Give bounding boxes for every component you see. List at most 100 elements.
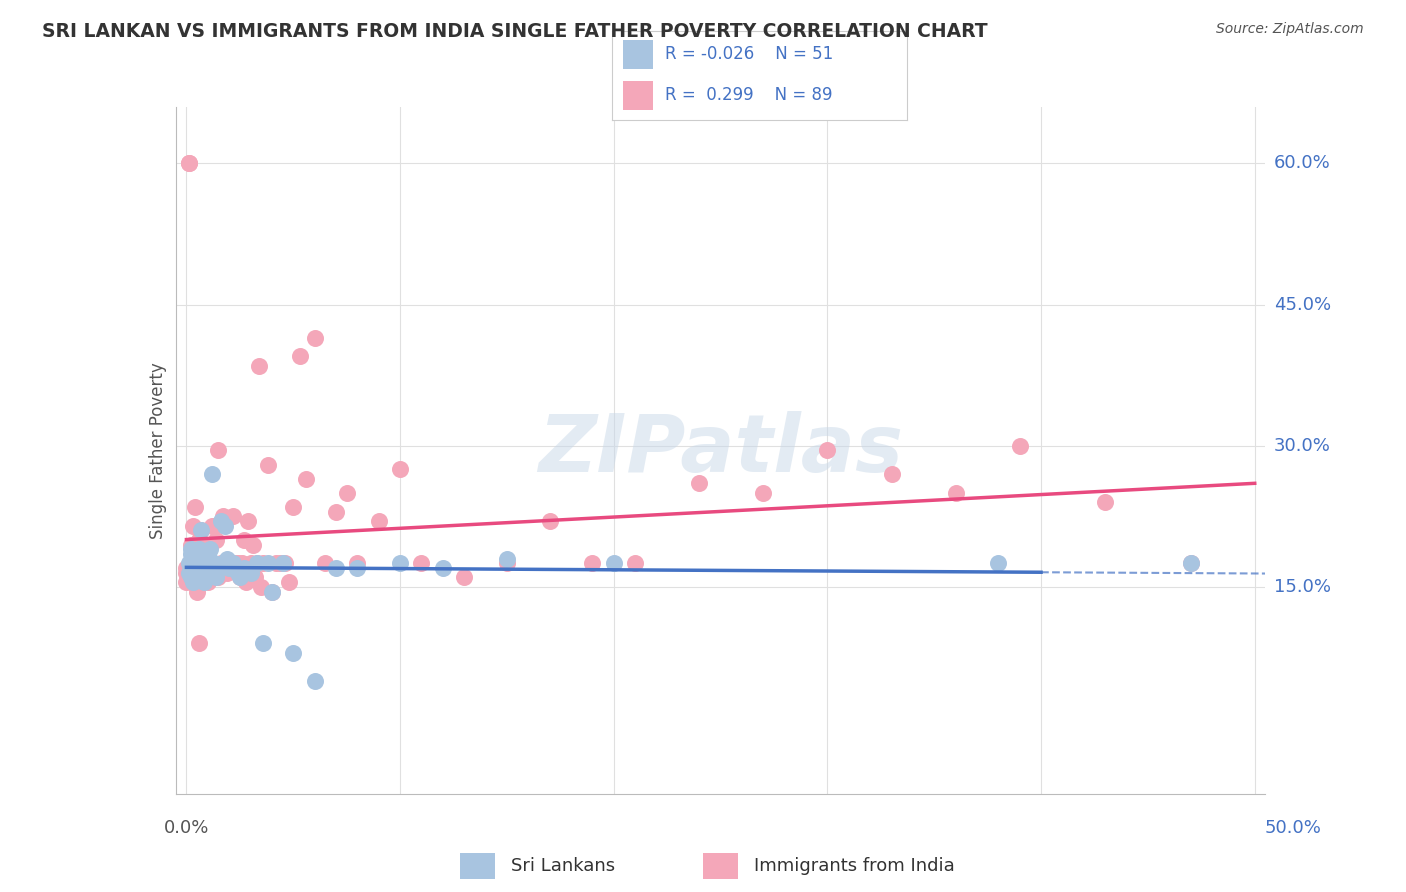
Bar <box>623 81 652 110</box>
Point <box>193 537 215 551</box>
Point <box>197 575 219 590</box>
Point <box>186 547 208 561</box>
Point <box>411 557 433 571</box>
Point <box>205 570 228 584</box>
Point <box>207 561 229 575</box>
Text: 30.0%: 30.0% <box>1274 437 1330 455</box>
Point <box>211 557 233 571</box>
Point <box>190 557 212 571</box>
Point <box>184 500 207 514</box>
Bar <box>703 854 738 879</box>
Point <box>226 557 249 571</box>
Point <box>180 570 202 584</box>
Point <box>389 462 412 476</box>
Point <box>177 156 200 170</box>
Text: Sri Lankans: Sri Lankans <box>510 857 614 875</box>
Point <box>325 561 347 575</box>
Text: R =  0.299    N = 89: R = 0.299 N = 89 <box>665 87 832 104</box>
Point <box>209 514 232 528</box>
Point <box>229 570 252 584</box>
Point <box>180 547 202 561</box>
Text: 0.0%: 0.0% <box>163 819 209 837</box>
Point <box>184 566 207 580</box>
Point <box>176 561 198 575</box>
Point <box>238 514 260 528</box>
Text: 15.0%: 15.0% <box>1274 578 1330 596</box>
Point <box>181 518 204 533</box>
Point <box>229 570 252 584</box>
Point <box>233 561 256 575</box>
Point <box>215 551 238 566</box>
Point <box>201 518 224 533</box>
Point <box>190 566 212 580</box>
Point <box>1094 495 1116 509</box>
Point <box>188 557 211 571</box>
Point <box>181 561 204 575</box>
Point <box>264 557 287 571</box>
Point <box>198 566 221 580</box>
Point <box>325 505 347 519</box>
Text: 50.0%: 50.0% <box>1265 819 1322 837</box>
Point <box>180 537 202 551</box>
Point <box>432 561 454 575</box>
Point <box>752 485 775 500</box>
Point <box>367 514 389 528</box>
Point <box>252 557 274 571</box>
Point <box>246 557 269 571</box>
Point <box>177 566 200 580</box>
Point <box>603 557 626 571</box>
Bar <box>460 854 495 879</box>
Point <box>176 575 198 590</box>
Point <box>184 551 207 566</box>
Point <box>581 557 603 571</box>
Point <box>233 533 256 547</box>
Point <box>180 557 202 571</box>
Point <box>186 570 208 584</box>
Point <box>186 557 208 571</box>
Point <box>271 557 294 571</box>
Point <box>180 542 202 557</box>
Point <box>177 156 200 170</box>
Point <box>239 557 262 571</box>
Point <box>180 575 202 590</box>
Point <box>283 646 305 660</box>
Point <box>198 542 221 557</box>
Y-axis label: Single Father Poverty: Single Father Poverty <box>149 362 167 539</box>
Point <box>194 557 217 571</box>
Point <box>177 557 200 571</box>
Point <box>201 557 224 571</box>
Point <box>188 533 211 547</box>
Point <box>221 557 243 571</box>
Point <box>243 570 266 584</box>
Point <box>190 575 212 590</box>
Point <box>176 566 198 580</box>
Point <box>256 458 278 472</box>
Point <box>242 537 264 551</box>
Text: 60.0%: 60.0% <box>1274 154 1330 172</box>
Point <box>250 580 273 594</box>
Text: Source: ZipAtlas.com: Source: ZipAtlas.com <box>1216 22 1364 37</box>
Point <box>274 557 297 571</box>
Point <box>202 566 225 580</box>
Point <box>1180 557 1202 571</box>
Point <box>197 542 219 557</box>
Point <box>346 557 368 571</box>
Point <box>181 575 204 590</box>
Point <box>295 472 318 486</box>
Text: SRI LANKAN VS IMMIGRANTS FROM INDIA SINGLE FATHER POVERTY CORRELATION CHART: SRI LANKAN VS IMMIGRANTS FROM INDIA SING… <box>42 22 988 41</box>
Point <box>278 575 301 590</box>
Text: R = -0.026    N = 51: R = -0.026 N = 51 <box>665 45 832 63</box>
Point <box>193 575 215 590</box>
Point <box>194 557 217 571</box>
Point <box>184 566 207 580</box>
Point <box>1008 439 1031 453</box>
Point <box>453 570 475 584</box>
Point <box>247 359 270 373</box>
Point <box>194 557 217 571</box>
Point <box>815 443 838 458</box>
Text: Immigrants from India: Immigrants from India <box>754 857 955 875</box>
Point <box>880 467 903 481</box>
Point <box>346 561 368 575</box>
Point <box>215 566 238 580</box>
Point <box>256 557 278 571</box>
